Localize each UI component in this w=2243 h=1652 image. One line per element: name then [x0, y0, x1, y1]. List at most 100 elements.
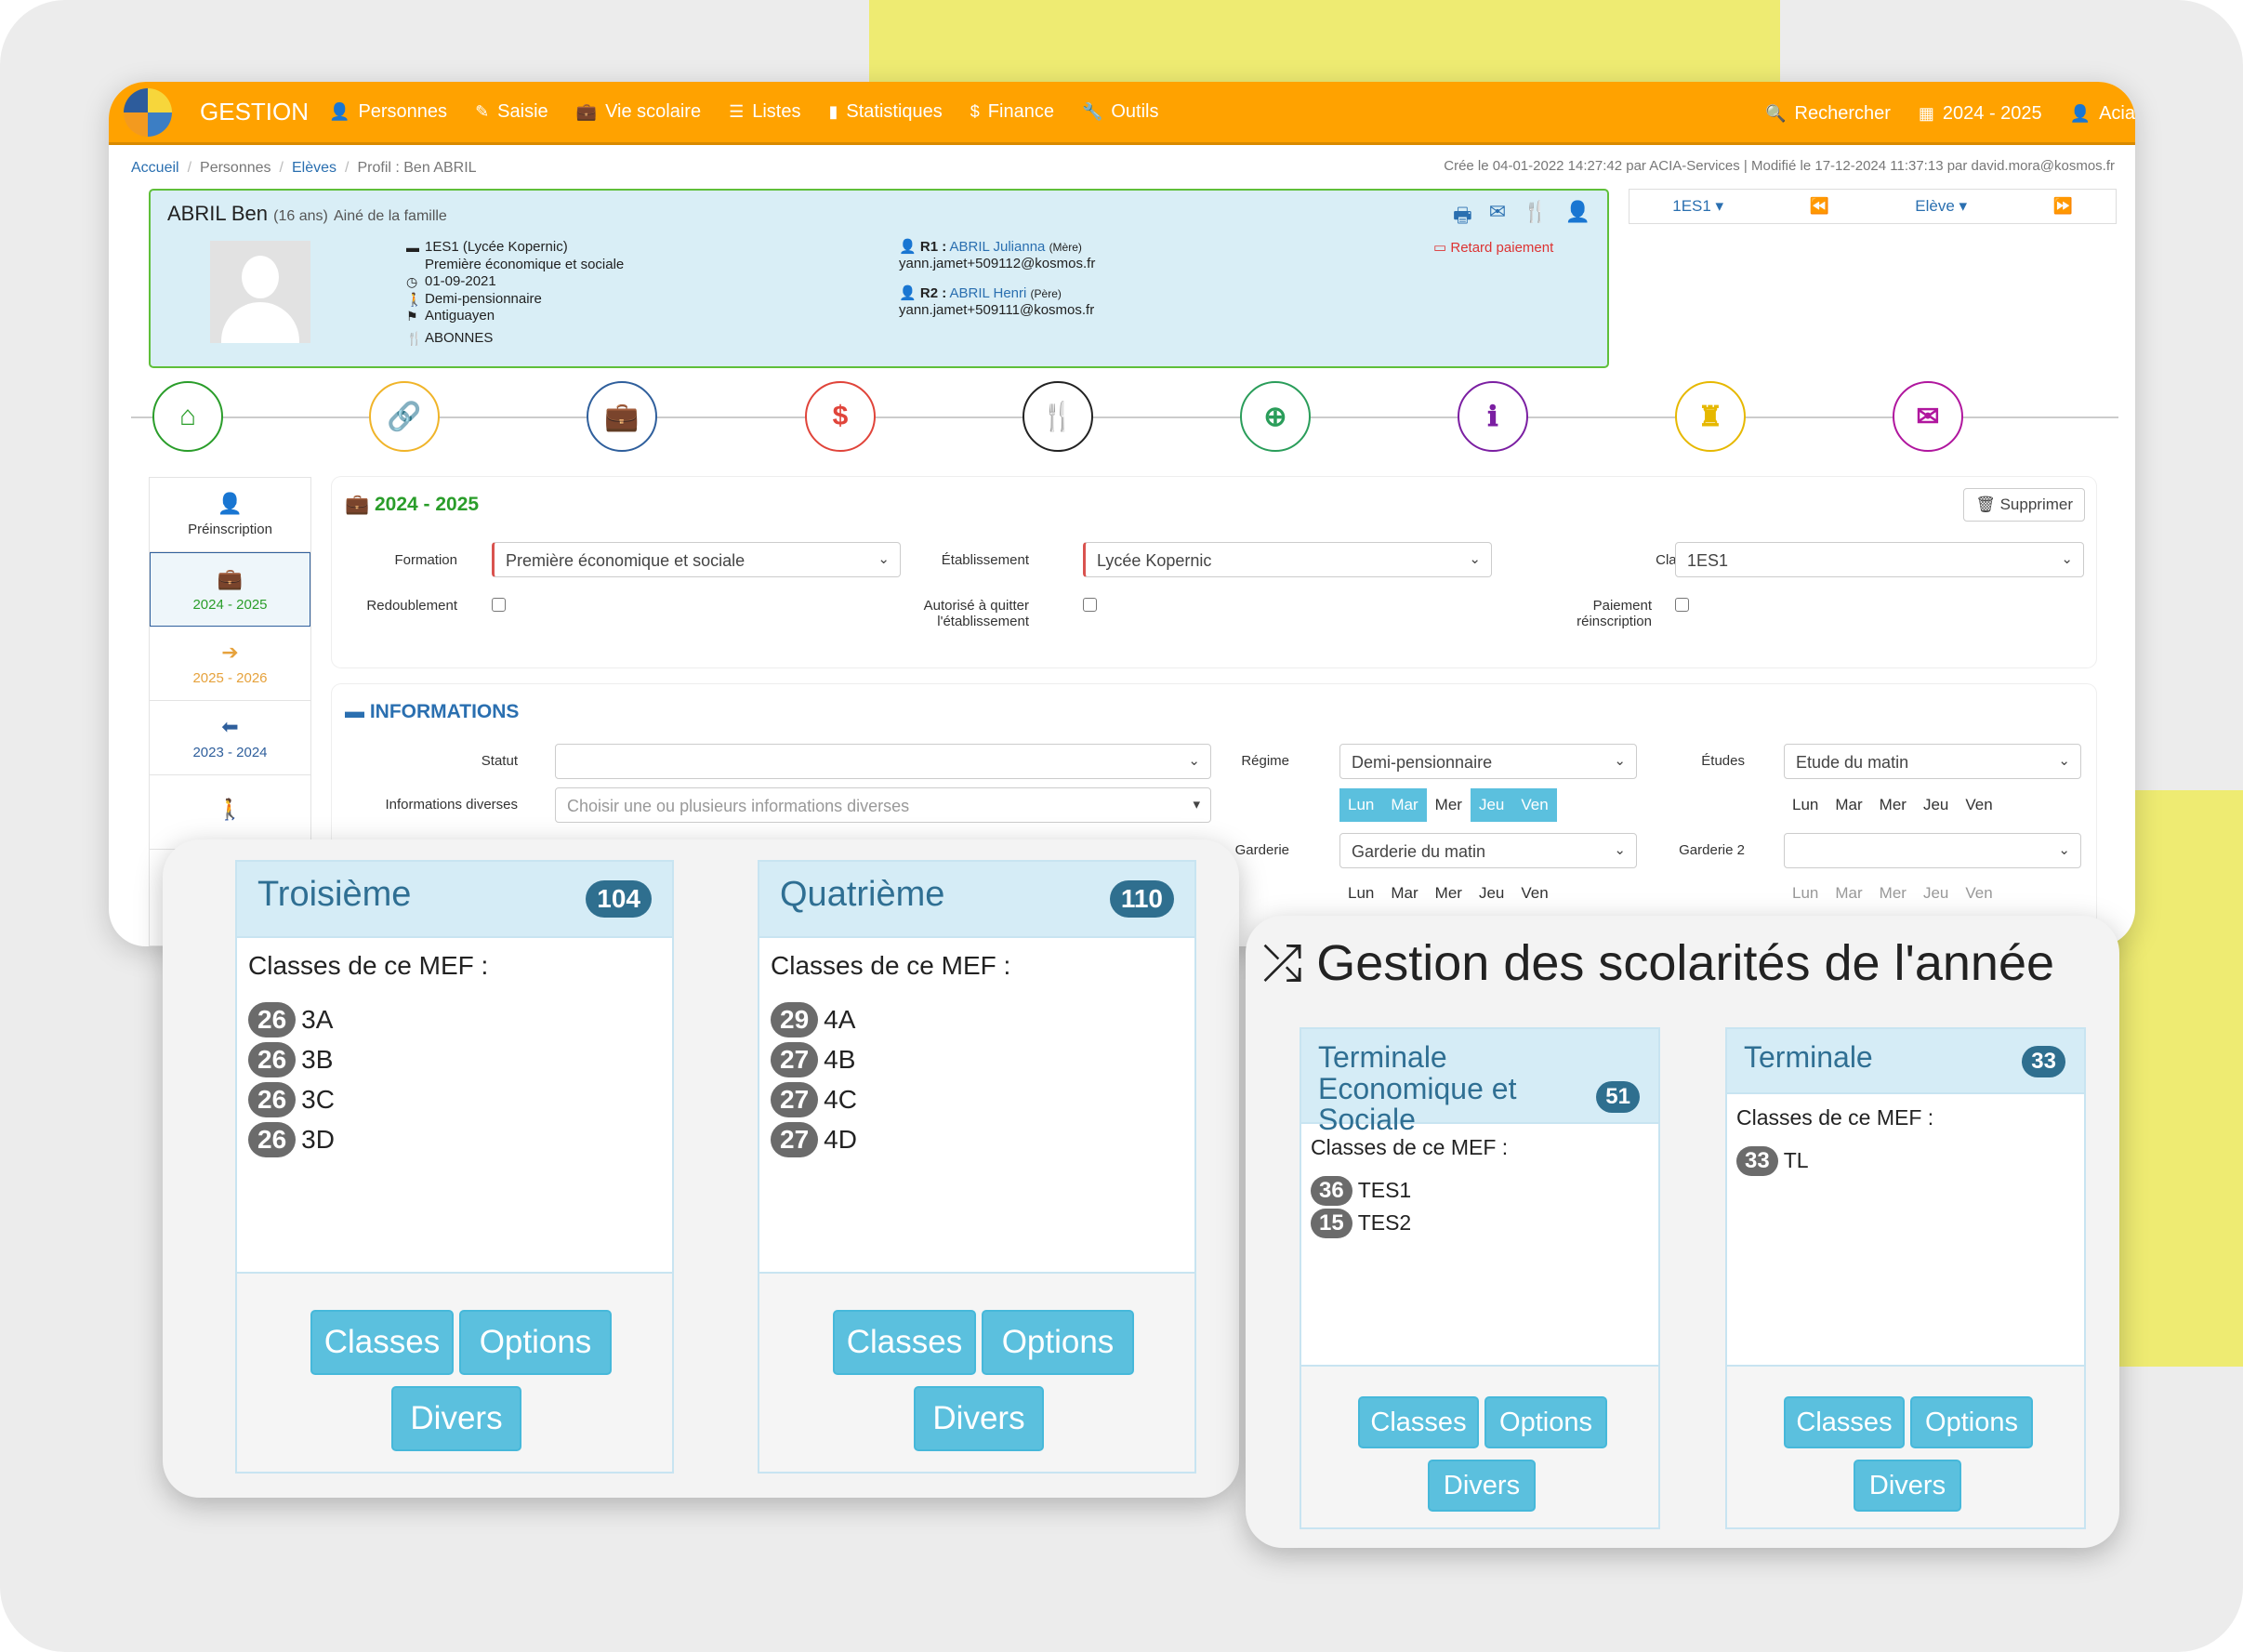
day-toggle[interactable]: Ven [1965, 884, 1993, 902]
sidebar-item[interactable]: 💼 2024 - 2025 [150, 552, 310, 627]
class-row[interactable]: 15 TES2 [1311, 1207, 1411, 1239]
class-row[interactable]: 26 3C [248, 1079, 335, 1119]
divers-button[interactable]: Divers [1428, 1459, 1536, 1512]
nav-item[interactable]: $ Finance [970, 101, 1054, 122]
options-button[interactable]: Options [1484, 1395, 1607, 1448]
day-toggle[interactable]: Lun [1792, 884, 1819, 902]
crumb-home[interactable]: Accueil [131, 160, 179, 176]
day-toggle[interactable]: Mer [1879, 884, 1907, 902]
day-toggle[interactable]: Lun [1339, 788, 1383, 822]
nav-item[interactable]: 💼 Vie scolaire [575, 101, 702, 122]
home-icon[interactable]: ⌂ [152, 381, 223, 452]
class-dropdown[interactable]: 1ES1 ▾ [1672, 197, 1724, 215]
day-toggle[interactable]: Mar [1835, 884, 1863, 902]
class-row[interactable]: 29 4A [771, 999, 857, 1039]
cutlery-icon[interactable]: 🍴 [1023, 381, 1093, 452]
class-row[interactable]: 26 3D [248, 1119, 335, 1159]
brand[interactable]: GESTION [200, 98, 310, 126]
mef-title[interactable]: Troisième [257, 875, 412, 914]
briefcase-icon[interactable]: 💼 [587, 381, 657, 452]
class-row[interactable]: 27 4B [771, 1039, 857, 1079]
dollar-icon[interactable]: $ [805, 381, 876, 452]
previous-icon[interactable]: ⏪ [1809, 197, 1829, 215]
sidebar-item[interactable]: ➔ 2025 - 2026 [150, 627, 310, 701]
crumb-students[interactable]: Elèves [291, 160, 337, 176]
class-row[interactable]: 27 4D [771, 1119, 857, 1159]
r2-email[interactable]: yann.jamet+509111@kosmos.fr [899, 302, 1095, 318]
nav-item[interactable]: ▮ Statistiques [828, 101, 943, 122]
day-toggle[interactable]: Mar [1835, 796, 1863, 813]
divers-button[interactable]: Divers [914, 1385, 1044, 1451]
link-icon[interactable]: 🔗 [369, 381, 440, 452]
r1-email[interactable]: yann.jamet+509112@kosmos.fr [899, 256, 1096, 271]
regime-select[interactable]: Demi-pensionnaire ⌄ [1339, 744, 1637, 779]
r1-link[interactable]: ABRIL Julianna [949, 239, 1046, 255]
day-toggle[interactable]: Ven [1512, 788, 1557, 822]
nav-item[interactable]: 🔧 Outils [1081, 101, 1159, 122]
mef-title[interactable]: Terminale Economique et Sociale [1318, 1040, 1517, 1137]
cutlery-icon[interactable]: 🍴 [1523, 200, 1549, 223]
class-row[interactable]: 27 4C [771, 1079, 857, 1119]
day-toggle[interactable]: Jeu [1478, 884, 1505, 902]
classes-button[interactable]: Classes [833, 1309, 976, 1375]
add-user-icon[interactable]: 👤 [1564, 200, 1590, 223]
sidebar-item[interactable]: ⬅ 2023 - 2024 [150, 701, 310, 775]
divers-button[interactable]: Divers [391, 1385, 521, 1451]
chess-rook-icon[interactable]: ♜ [1675, 381, 1746, 452]
crumb-persons[interactable]: Personnes [200, 160, 271, 176]
delete-button[interactable]: 🗑 Supprimer [1963, 488, 2085, 522]
student-dropdown[interactable]: Elève ▾ [1915, 197, 1968, 215]
day-toggle[interactable]: Jeu [1470, 788, 1513, 822]
redoublement-checkbox[interactable] [492, 598, 506, 612]
class-row[interactable]: 33 TL [1736, 1144, 1809, 1177]
sidebar-item[interactable]: 🚶 [150, 775, 310, 850]
day-toggle[interactable]: Lun [1792, 796, 1819, 813]
nav-item[interactable]: ☰ Listes [729, 101, 801, 122]
info-icon[interactable]: ℹ [1458, 381, 1528, 452]
r2-link[interactable]: ABRIL Henri [949, 285, 1027, 301]
statut-select[interactable]: ⌄ [555, 744, 1211, 779]
divers-multiselect[interactable]: Choisir une ou plusieurs informations di… [555, 787, 1211, 823]
day-toggle[interactable]: Ven [1521, 884, 1549, 902]
print-icon[interactable]: 🖶 [1452, 204, 1472, 227]
mef-title[interactable]: Terminale [1744, 1040, 1873, 1074]
etablissement-select[interactable]: Lycée Kopernic ⌄ [1083, 542, 1492, 577]
classes-button[interactable]: Classes [1784, 1395, 1905, 1448]
sidebar-item[interactable]: 👤 Préinscription [150, 478, 310, 552]
classes-button[interactable]: Classes [310, 1309, 454, 1375]
user-menu[interactable]: 👤 Acia [2069, 102, 2135, 124]
options-button[interactable]: Options [982, 1309, 1134, 1375]
search-link[interactable]: 🔍 Rechercher [1765, 102, 1891, 124]
classes-button[interactable]: Classes [1358, 1395, 1479, 1448]
formation-select[interactable]: Première économique et sociale ⌄ [492, 542, 901, 577]
day-toggle[interactable]: Mer [1434, 884, 1462, 902]
envelope-icon[interactable]: ✉ [1488, 200, 1507, 223]
autorise-checkbox[interactable] [1083, 598, 1097, 612]
class-row[interactable]: 36 TES1 [1311, 1174, 1411, 1207]
garderie-select[interactable]: Garderie du matin ⌄ [1339, 833, 1637, 868]
year-selector[interactable]: ▦ 2024 - 2025 [1918, 102, 2042, 124]
nav-item[interactable]: ✎ Saisie [475, 101, 548, 122]
class-row[interactable]: 26 3A [248, 999, 335, 1039]
payment-late-alert[interactable]: ▭ Retard paiement [1433, 240, 1554, 256]
day-toggle[interactable]: Ven [1965, 796, 1993, 813]
classe-select[interactable]: 1ES1 ⌄ [1675, 542, 2084, 577]
day-toggle[interactable]: Mar [1382, 788, 1427, 822]
paiement-checkbox[interactable] [1675, 598, 1689, 612]
mef-title[interactable]: Quatrième [780, 875, 945, 914]
class-row[interactable]: 26 3B [248, 1039, 335, 1079]
day-toggle[interactable]: Mer [1434, 796, 1462, 813]
plus-circle-icon[interactable]: ⊕ [1240, 381, 1311, 452]
options-button[interactable]: Options [1910, 1395, 2033, 1448]
garderie2-select[interactable]: ⌄ [1784, 833, 2081, 868]
options-button[interactable]: Options [459, 1309, 612, 1375]
day-toggle[interactable]: Jeu [1922, 884, 1949, 902]
day-toggle[interactable]: Jeu [1922, 796, 1949, 813]
next-icon[interactable]: ⏩ [2052, 197, 2073, 215]
divers-button[interactable]: Divers [1854, 1459, 1961, 1512]
nav-item[interactable]: 👤 Personnes [329, 101, 448, 122]
day-toggle[interactable]: Mer [1879, 796, 1907, 813]
day-toggle[interactable]: Lun [1348, 884, 1375, 902]
day-toggle[interactable]: Mar [1391, 884, 1418, 902]
etudes-select[interactable]: Etude du matin ⌄ [1784, 744, 2081, 779]
